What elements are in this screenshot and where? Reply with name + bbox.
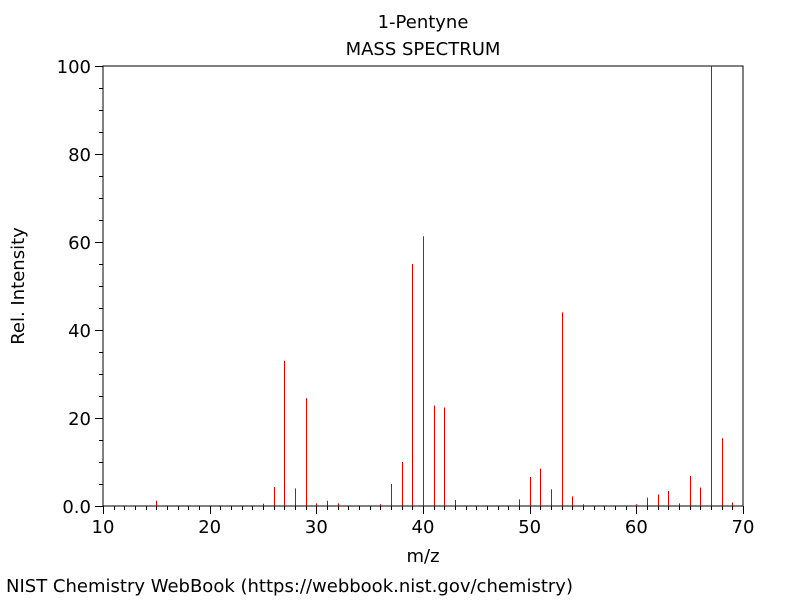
y-tick-label: 100 <box>57 57 91 78</box>
y-tick-label: 0.0 <box>62 497 91 518</box>
x-tick-label: 10 <box>92 517 115 538</box>
y-tick-label: 20 <box>68 409 91 430</box>
y-axis: 0.0 20 40 60 80 100 <box>57 57 103 518</box>
x-tick-label: 70 <box>732 517 755 538</box>
x-tick-label: 20 <box>198 517 221 538</box>
peaks-layer <box>156 66 733 506</box>
x-tick-label: 40 <box>412 517 435 538</box>
chart-title: 1-Pentyne <box>378 12 469 33</box>
source-credit: NIST Chemistry WebBook (https://webbook.… <box>6 576 573 597</box>
y-tick-label: 40 <box>68 321 91 342</box>
x-tick-label: 30 <box>305 517 328 538</box>
y-tick-label: 60 <box>68 233 91 254</box>
x-tick-label: 60 <box>625 517 648 538</box>
chart-subtitle: MASS SPECTRUM <box>346 39 501 60</box>
x-axis: 10 20 30 40 50 60 70 <box>92 506 755 538</box>
y-tick-label: 80 <box>68 145 91 166</box>
x-axis-label: m/z <box>406 546 439 567</box>
x-tick-label: 50 <box>518 517 541 538</box>
y-axis-label: Rel. Intensity <box>8 227 29 345</box>
